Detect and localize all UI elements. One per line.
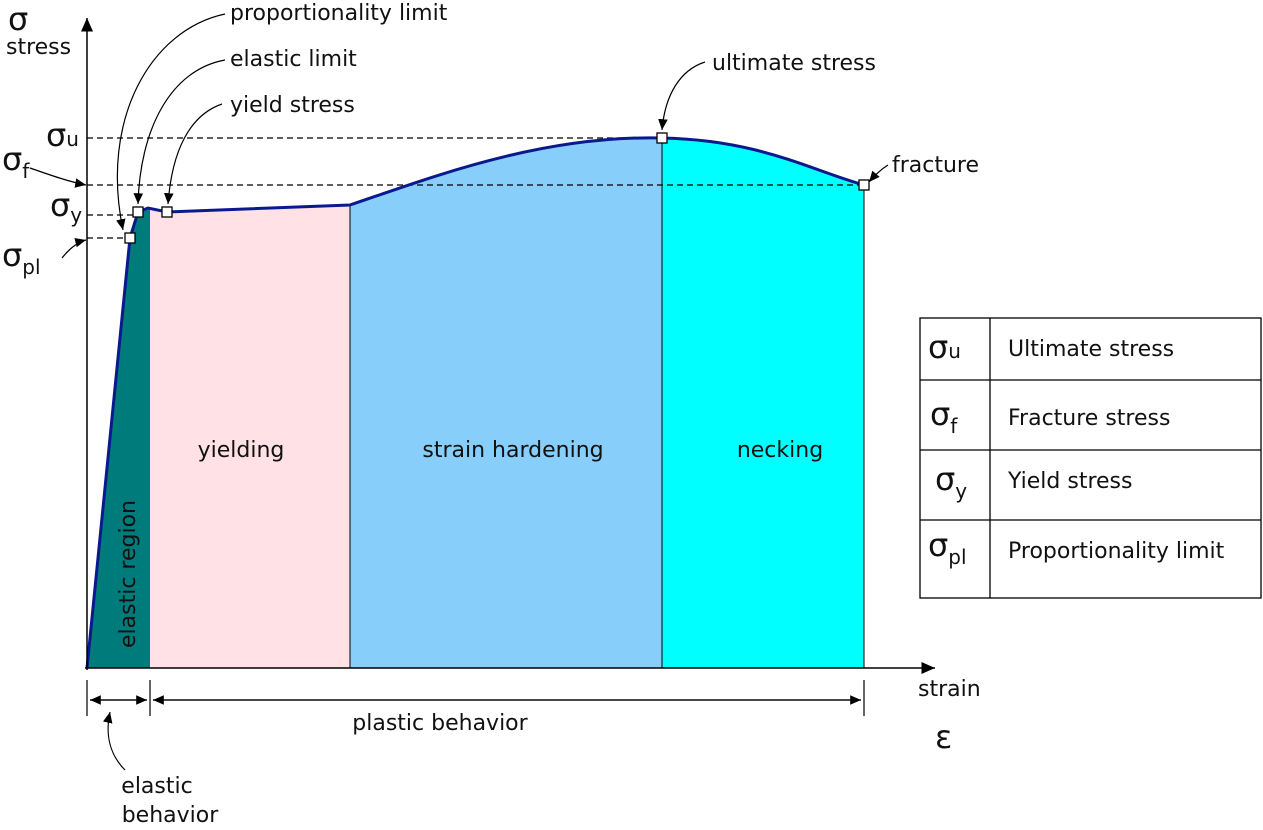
y-symbol: σ <box>8 0 28 38</box>
leader <box>61 237 87 259</box>
region-label: elastic region <box>116 500 141 648</box>
region-label: strain hardening <box>422 438 603 463</box>
legend-symbol: σu <box>928 328 961 366</box>
behavior-label: elastic <box>121 774 192 799</box>
behavior-label: plastic behavior <box>352 711 528 736</box>
point <box>132 206 144 218</box>
annotation: ultimate stress <box>712 51 876 76</box>
legend-label: Fracture stress <box>1008 406 1170 431</box>
level-label: σf <box>2 140 30 183</box>
annotation: elastic limit <box>230 47 357 72</box>
legend-label: Yield stress <box>1007 469 1132 494</box>
legend-symbol: σpl <box>928 526 967 569</box>
leader <box>29 167 87 188</box>
point <box>161 206 173 218</box>
leader <box>103 711 126 771</box>
dimension <box>86 680 865 716</box>
strain-hardening-fill <box>349 137 663 669</box>
point <box>858 179 870 191</box>
leader <box>164 103 223 205</box>
region-label: necking <box>737 438 823 463</box>
annotation: fracture <box>892 153 979 178</box>
legend-label: Proportionality limit <box>1008 539 1225 564</box>
annotation: yield stress <box>230 93 355 118</box>
yielding-fill <box>150 205 350 668</box>
leader <box>868 164 889 183</box>
legend-symbol: σf <box>930 395 958 438</box>
leader <box>658 61 706 131</box>
leader <box>116 13 226 231</box>
x-label: strain <box>918 677 981 702</box>
region-label: yielding <box>198 438 285 463</box>
elastic-region-fill <box>87 208 150 668</box>
level-label: σy <box>50 186 82 227</box>
points <box>124 132 870 244</box>
legend-symbol: σy <box>935 460 967 503</box>
y-label: stress <box>6 35 71 60</box>
stress-strain-curve <box>85 136 865 669</box>
necking-fill <box>661 137 865 669</box>
point <box>656 132 668 144</box>
level-label: σpl <box>2 236 41 279</box>
behavior-label: behavior <box>122 803 220 826</box>
legend-table <box>919 317 1262 599</box>
annotation: proportionality limit <box>230 1 448 26</box>
x-symbol: ε <box>935 718 952 756</box>
point <box>124 232 136 244</box>
legend-label: Ultimate stress <box>1008 337 1174 362</box>
level-label: σu <box>46 116 79 154</box>
leader <box>133 59 226 205</box>
